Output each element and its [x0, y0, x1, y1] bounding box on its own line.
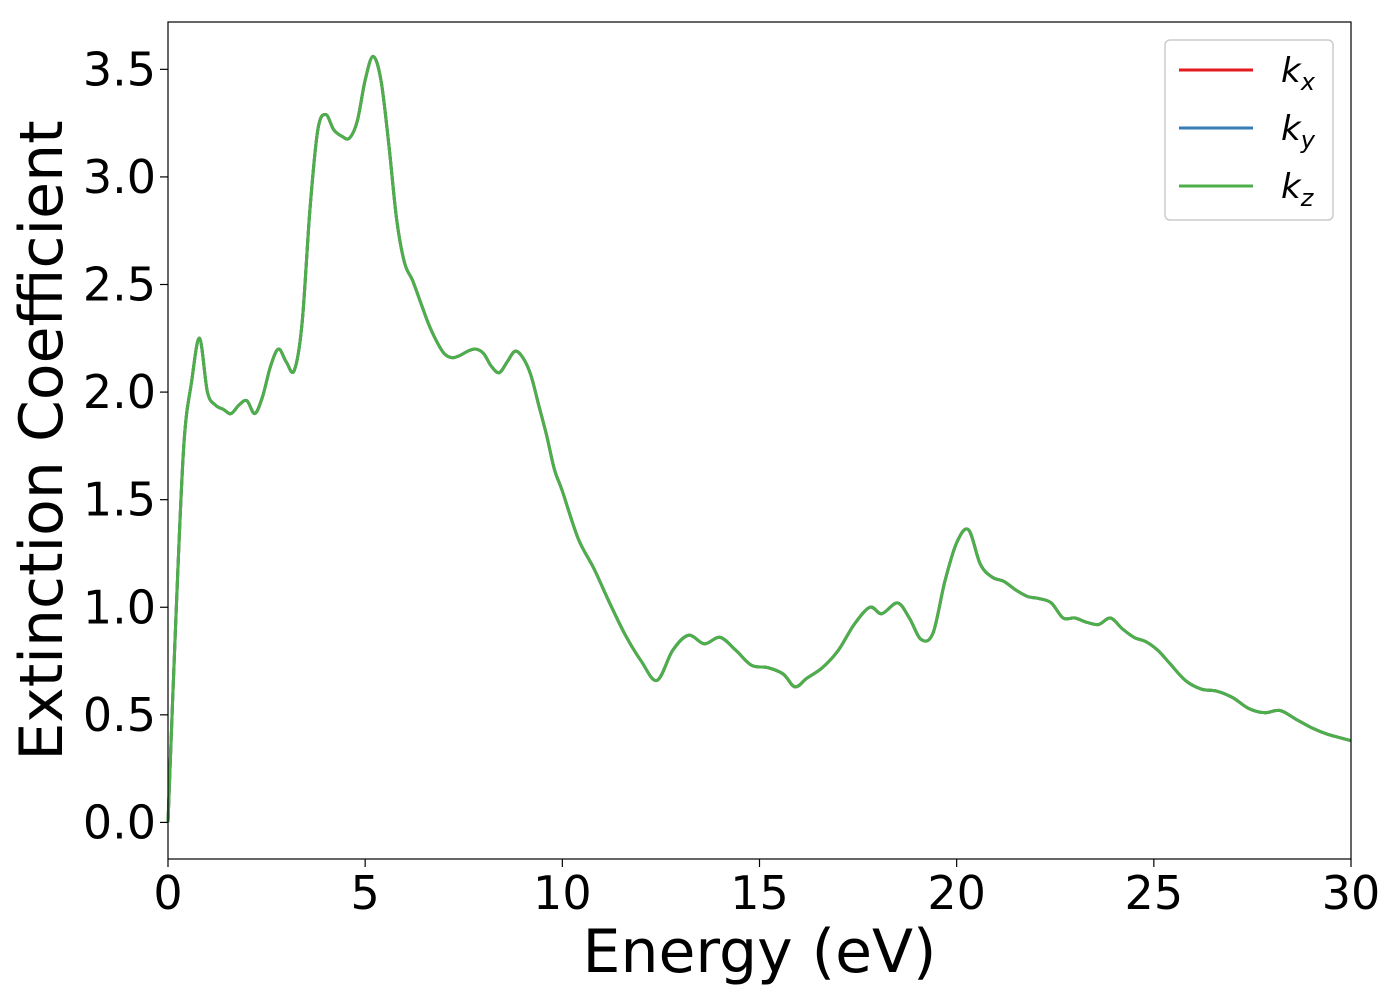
y-axis-ticks: 0.0 0.5 1.0 1.5 2.0 2.5 3.0 3.5: [83, 42, 168, 849]
y-tick-label: 0.0: [83, 795, 156, 849]
legend-label-ky: ky: [1281, 109, 1316, 154]
series-layer: [166, 54, 1352, 823]
legend-label-kx: kx: [1281, 51, 1316, 96]
y-axis-label: Extinction Coefficient: [7, 120, 77, 760]
legend-label-kz: kz: [1281, 167, 1315, 212]
x-tick-label: 20: [927, 866, 986, 920]
x-axis-ticks: 0 5 10 15 20 25 30: [153, 859, 1380, 920]
x-tick-label: 15: [730, 866, 789, 920]
series-line-kz: [166, 54, 1352, 823]
x-tick-label: 25: [1125, 866, 1184, 920]
x-tick-label: 5: [351, 866, 380, 920]
x-tick-label: 30: [1322, 866, 1381, 920]
y-tick-label: 2.0: [83, 365, 156, 419]
y-tick-label: 1.5: [83, 473, 156, 527]
x-tick-label: 10: [533, 866, 592, 920]
y-tick-label: 1.0: [83, 580, 156, 634]
y-tick-label: 2.5: [83, 258, 156, 312]
x-tick-label: 0: [153, 866, 182, 920]
y-tick-label: 3.5: [83, 42, 156, 96]
legend-box: [1164, 39, 1334, 221]
legend: kx ky kz: [1164, 39, 1334, 221]
x-axis-label: Energy (eV): [583, 917, 937, 987]
y-tick-label: 0.5: [83, 688, 156, 742]
y-tick-label: 3.0: [83, 150, 156, 204]
